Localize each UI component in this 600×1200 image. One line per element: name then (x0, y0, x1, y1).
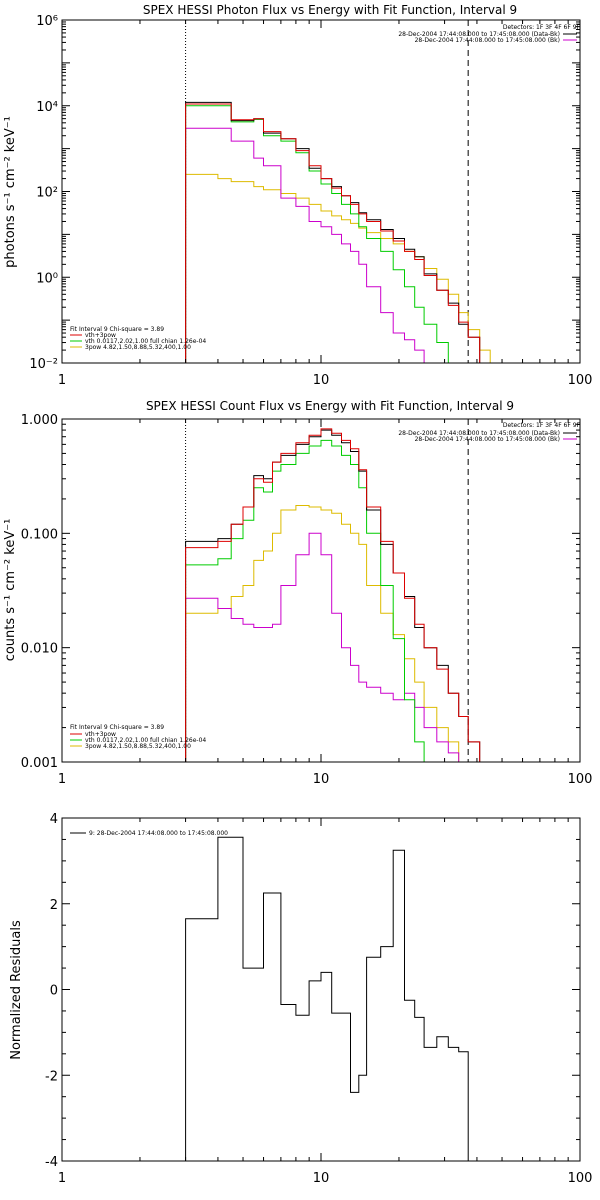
series-vth-3pow-line (185, 103, 481, 363)
count-flux-y-tick-label: 0.001 (21, 756, 58, 771)
legend-bottom-entry: 3pow 4.82,1.50,8.88,5.32,400,1.00 (85, 344, 191, 351)
photon-flux-plot-frame (61, 19, 581, 364)
series-vth-line (185, 105, 459, 364)
photon-flux-y-tick-label: 10⁶ (36, 14, 58, 29)
series-3pow-line (185, 505, 469, 763)
residuals-legend-text: 9: 28-Dec-2004 17:44:08.000 to 17:45:08.… (89, 830, 228, 837)
residuals-axis-ticks (61, 817, 580, 1162)
photon-flux-tick-labels: 1 10 100 10⁻² 10⁰ 10² 10⁴ 10⁶ (29, 14, 592, 388)
residuals-tick-labels: 1 10 100 -4 -2 0 2 4 (45, 812, 592, 1186)
photon-flux-y-tick-label: 10⁻² (29, 357, 58, 372)
count-flux-ylabel: counts s⁻¹ cm⁻² keV⁻¹ (3, 519, 18, 662)
count-flux-x-tick-label: 10 (313, 772, 330, 787)
photon-flux-fit-header: Fit Interval 9 Chi-square = 3.89 (70, 326, 164, 333)
residuals-legend: 9: 28-Dec-2004 17:44:08.000 to 17:45:08.… (70, 830, 228, 837)
series-9-28-dec-2004-17-44-08-000-to-17-45-08-000-line (185, 836, 469, 1161)
series-vth-line (185, 439, 437, 763)
photon-flux-legend-header: Detectors: 1F 3F 4F 6F 9F (503, 24, 581, 31)
legend-top-entry: 28-Dec-2004 17:44:08.000 to 17:45:08.000… (415, 37, 560, 44)
legend-bottom-entry: vth+3pow (85, 731, 116, 738)
residuals-x-tick-label: 1 (58, 1171, 66, 1186)
photon-flux-y-tick-label: 10⁰ (36, 271, 58, 286)
series-vth-3pow-line (185, 428, 481, 762)
count-flux-axis-ticks (61, 419, 580, 763)
count-flux-plot-frame (61, 418, 581, 763)
residuals-y-tick-label: -4 (45, 1155, 58, 1170)
photon-flux-x-tick-label: 10 (313, 373, 330, 388)
series-bk-line (185, 127, 437, 364)
photon-flux-legend-bottom: Fit Interval 9 Chi-square = 3.89 vth+3po… (70, 326, 206, 351)
legend-bottom-entry: 3pow 4.82,1.50,8.88,5.32,400,1.00 (85, 743, 191, 750)
count-flux-y-tick-label: 0.010 (21, 642, 58, 657)
residuals-y-tick-label: 0 (50, 984, 58, 999)
legend-bottom-entry: vth 0.0117,2.02,1.00 full chian 1.26e-04 (85, 737, 206, 744)
residuals-x-tick-label: 100 (568, 1171, 593, 1186)
residuals-y-tick-label: 2 (50, 898, 58, 913)
count-flux-reference-lines (185, 419, 469, 762)
residuals-y-tick-label: 4 (50, 812, 58, 827)
residuals-y-tick-label: -2 (45, 1069, 58, 1084)
photon-flux-ylabel: photons s⁻¹ cm⁻² keV⁻¹ (3, 116, 18, 268)
residuals-ylabel: Normalized Residuals (9, 920, 24, 1060)
legend-top-entry: 28-Dec-2004 17:44:08.000 to 17:45:08.000… (398, 430, 560, 437)
photon-flux-y-tick-label: 10² (36, 186, 58, 201)
count-flux-y-tick-label: 1.000 (21, 413, 58, 428)
legend-top-entry: 28-Dec-2004 17:44:08.000 to 17:45:08.000… (415, 436, 560, 443)
residuals-x-tick-label: 10 (313, 1171, 330, 1186)
count-flux-fit-header: Fit Interval 9 Chi-square = 3.89 (70, 724, 164, 731)
count-flux-legend-top: Detectors: 1F 3F 4F 6F 9F 28-Dec-2004 17… (398, 422, 580, 443)
photon-flux-panel: SPEX HESSI Photon Flux vs Energy with Fi… (3, 3, 592, 388)
residuals-panel: Normalized Residuals 1 10 100 -4 -2 0 2 4 9: 28… (9, 812, 592, 1186)
series-bk-line (185, 532, 469, 763)
legend-top-entry: 28-Dec-2004 17:44:08.000 to 17:45:08.000… (398, 31, 560, 38)
count-flux-x-tick-label: 100 (568, 772, 593, 787)
photon-flux-y-tick-label: 10⁴ (36, 100, 58, 115)
photon-flux-x-tick-label: 100 (568, 373, 593, 388)
count-flux-title: SPEX HESSI Count Flux vs Energy with Fit… (146, 399, 514, 413)
residuals-plot-frame (61, 817, 581, 1162)
count-flux-panel: SPEX HESSI Count Flux vs Energy with Fit… (3, 399, 592, 787)
count-flux-series (185, 428, 481, 763)
photon-flux-series (185, 101, 491, 364)
photon-flux-title: SPEX HESSI Photon Flux vs Energy with Fi… (143, 3, 517, 17)
photon-flux-legend-top: Detectors: 1F 3F 4F 6F 9F 28-Dec-2004 17… (398, 24, 580, 44)
series-data-bk-line (185, 429, 481, 762)
count-flux-legend-header: Detectors: 1F 3F 4F 6F 9F (503, 422, 581, 429)
count-flux-tick-labels: 1 10 100 0.001 0.010 0.100 1.000 (21, 413, 593, 787)
count-flux-y-tick-label: 0.100 (21, 527, 58, 542)
photon-flux-axis-ticks (61, 20, 580, 364)
residuals-series (185, 836, 469, 1161)
series-3pow-line (185, 173, 491, 363)
legend-bottom-entry: vth+3pow (85, 332, 116, 339)
photon-flux-x-tick-label: 1 (58, 373, 66, 388)
legend-bottom-entry: vth 0.0117,2.02,1.00 full chian 1.26e-04 (85, 338, 206, 345)
count-flux-x-tick-label: 1 (58, 772, 66, 787)
photon-flux-reference-lines (185, 20, 469, 363)
count-flux-legend-bottom: Fit Interval 9 Chi-square = 3.89 vth+3po… (70, 724, 206, 750)
